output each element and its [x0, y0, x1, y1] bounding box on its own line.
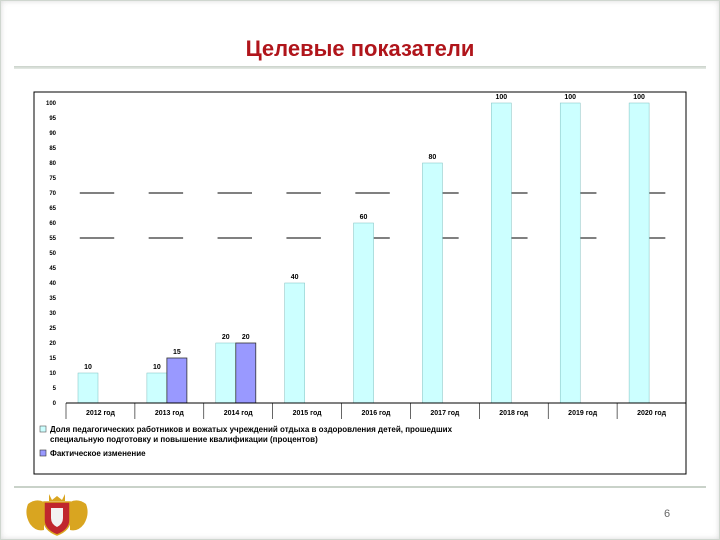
y-tick-label: 80 — [49, 161, 56, 167]
y-tick-label: 30 — [49, 311, 56, 317]
y-tick-label: 5 — [53, 386, 57, 392]
bar-target-label: 60 — [360, 214, 368, 221]
bar-actual — [166, 357, 188, 404]
page-number: 6 — [664, 508, 671, 520]
y-tick-label: 55 — [49, 236, 56, 242]
bar-target-label: 10 — [84, 364, 92, 371]
bar-target — [353, 222, 374, 404]
y-tick-label: 70 — [49, 191, 56, 197]
y-tick-label: 85 — [49, 146, 56, 152]
bar-target — [284, 282, 305, 404]
bar-target-label: 100 — [564, 94, 576, 101]
title-divider — [14, 66, 706, 69]
x-tick-label: 2015 год — [293, 410, 323, 417]
bar-target — [422, 162, 443, 404]
x-tick-label: 2018 год — [499, 410, 529, 417]
coat-of-arms-icon — [26, 494, 88, 536]
chart-frame — [33, 91, 687, 475]
bar-target — [77, 372, 99, 404]
bar-target-label: 40 — [291, 274, 299, 281]
x-tick-label: 2012 год — [86, 410, 116, 417]
x-tick-label: 2014 год — [224, 410, 254, 417]
y-tick-label: 45 — [49, 266, 56, 272]
y-tick-label: 65 — [49, 206, 56, 212]
bar-target-label: 10 — [153, 364, 161, 371]
y-tick-label: 95 — [49, 116, 56, 122]
bar-target — [628, 102, 650, 404]
bar-target-label: 20 — [222, 334, 230, 341]
y-tick-label: 50 — [49, 251, 56, 257]
y-tick-label: 0 — [53, 401, 57, 407]
slide-title: Целевые показатели — [245, 36, 475, 61]
bar-target — [559, 102, 581, 404]
bar-target-label: 100 — [495, 94, 507, 101]
y-tick-label: 90 — [49, 131, 56, 137]
y-tick-label: 35 — [49, 296, 56, 302]
x-tick-label: 2019 год — [568, 410, 598, 417]
bar-target — [491, 102, 512, 404]
x-tick-label: 2017 год — [430, 410, 460, 417]
y-tick-label: 75 — [49, 176, 56, 182]
legend-swatch-actual — [39, 449, 47, 457]
legend-label-actual: Фактическое изменение — [50, 449, 146, 458]
footer-divider — [14, 486, 706, 488]
bar-actual — [235, 342, 257, 404]
x-tick-label: 2016 год — [362, 410, 392, 417]
y-tick-label: 60 — [49, 221, 56, 227]
y-tick-label: 40 — [49, 281, 56, 287]
bar-target — [146, 372, 168, 404]
y-tick-label: 10 — [49, 371, 56, 377]
y-tick-label: 15 — [49, 356, 56, 362]
x-tick-label: 2020 год — [637, 410, 667, 417]
y-tick-label: 20 — [49, 341, 56, 347]
legend-swatch-target — [39, 425, 47, 433]
bar-actual-label: 15 — [173, 349, 181, 356]
bar-target — [215, 342, 237, 404]
bar-target-label: 80 — [429, 154, 437, 161]
x-tick-label: 2013 год — [155, 410, 185, 417]
bar-actual-label: 20 — [242, 334, 250, 341]
bar-chart: 0 5 10 15 20 25 30 35 40 45 50 55 60 65 70 75 80 85 90 95 10… — [33, 91, 687, 475]
legend-label-target: Доля педагогических работников и вожатых… — [50, 425, 453, 444]
bar-target-label: 100 — [633, 94, 645, 101]
y-tick-label: 100 — [46, 101, 57, 107]
y-tick-label: 25 — [49, 326, 56, 332]
